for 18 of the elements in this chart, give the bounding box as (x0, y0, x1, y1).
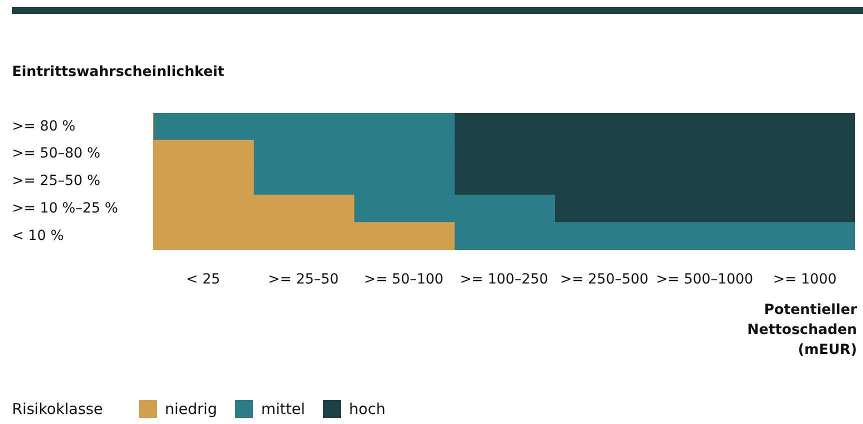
y-tick-label: >= 10 %–25 % (12, 200, 118, 217)
text: >= 25–50 (268, 272, 339, 288)
text: >= 50–100 (364, 272, 444, 288)
text: >= 500–1000 (656, 272, 754, 288)
text: >= 250–500 (560, 272, 648, 288)
text: < 25 (186, 272, 220, 288)
legend-label: niedrig (164, 400, 218, 418)
y-tick-label: >= 80 % (12, 118, 76, 134)
legend-title: Risikoklasse (12, 400, 103, 418)
x-axis-title: Potentieller Nettoschaden (mEUR) (746, 301, 857, 360)
legend-label: mittel (261, 400, 306, 418)
text: >= 1000 (773, 272, 837, 288)
text: >= 100–250 (460, 272, 548, 288)
y-tick-label: < 10 % (12, 228, 64, 244)
legend-label: hoch (349, 400, 386, 418)
y-tick-label: >= 50–80 % (12, 146, 100, 162)
y-axis-title: Eintrittswahrscheinlichkeit (12, 64, 224, 80)
y-tick-label: >= 25–50 % (12, 173, 100, 190)
